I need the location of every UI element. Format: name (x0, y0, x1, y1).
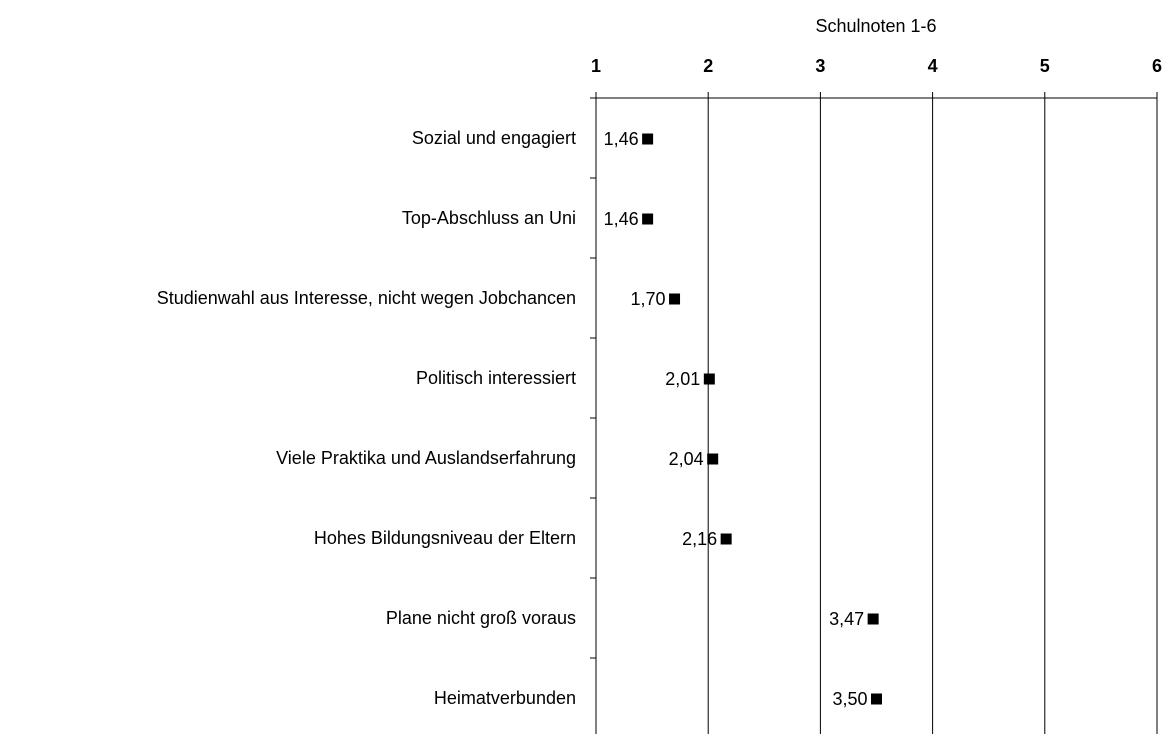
x-tick-label: 3 (815, 56, 825, 76)
data-label: 1,70 (630, 289, 665, 309)
data-label: 2,01 (665, 369, 700, 389)
marker (642, 133, 654, 145)
x-tick-label: 6 (1152, 56, 1162, 76)
data-label: 2,04 (669, 449, 704, 469)
y-tick-label: Politisch interessiert (416, 368, 576, 388)
data-label: 3,47 (829, 609, 864, 629)
marker (867, 613, 879, 625)
marker (703, 373, 715, 385)
y-tick-label: Viele Praktika und Auslandserfahrung (276, 448, 576, 468)
x-tick-label: 4 (928, 56, 938, 76)
marker (707, 453, 719, 465)
data-label: 2,16 (682, 529, 717, 549)
x-tick-label: 1 (591, 56, 601, 76)
y-tick-label: Hohes Bildungsniveau der Eltern (314, 528, 576, 548)
marker (720, 533, 732, 545)
y-tick-label: Studienwahl aus Interesse, nicht wegen J… (157, 288, 576, 308)
x-tick-label: 5 (1040, 56, 1050, 76)
x-tick-label: 2 (703, 56, 713, 76)
axis-title: Schulnoten 1-6 (815, 16, 936, 36)
y-tick-label: Plane nicht groß voraus (386, 608, 576, 628)
y-tick-label: Top-Abschluss an Uni (402, 208, 576, 228)
data-label: 1,46 (604, 209, 639, 229)
data-label: 1,46 (604, 129, 639, 149)
marker (669, 293, 681, 305)
marker (642, 213, 654, 225)
y-tick-label: Heimatverbunden (434, 688, 576, 708)
data-label: 3,50 (832, 689, 867, 709)
marker (871, 693, 882, 705)
y-tick-label: Sozial und engagiert (412, 128, 576, 148)
